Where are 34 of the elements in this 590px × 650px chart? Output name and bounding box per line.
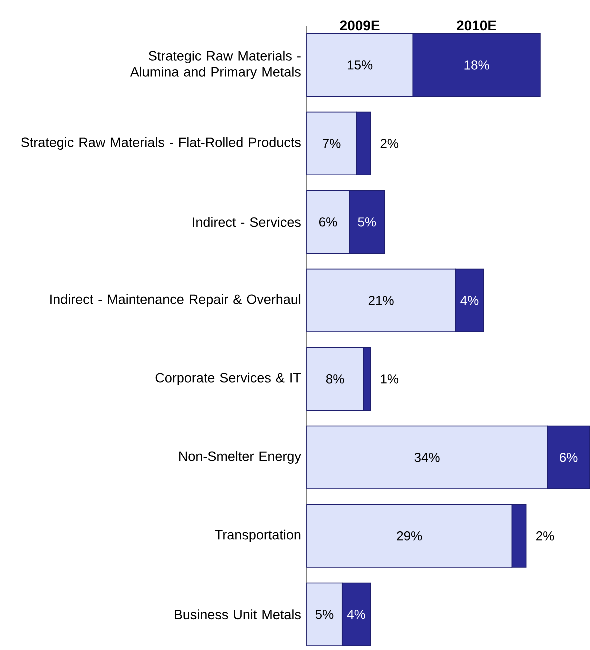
bar: [512, 504, 527, 568]
data-label: 4%: [347, 610, 366, 620]
data-label: 6%: [319, 218, 338, 227]
series-label: 2010E: [457, 20, 496, 31]
y-tick-label: Strategic Raw Materials - Alumina and Primary Metals: [130, 50, 301, 80]
data-label: 5%: [358, 218, 376, 227]
bar: [349, 190, 386, 254]
y-tick-label: Business Unit Metals: [175, 610, 301, 620]
data-label: 1%: [381, 374, 399, 384]
y-tick-label: Strategic Raw Materials - Flat-Rolled Products: [21, 137, 301, 150]
data-label: 34%: [414, 453, 440, 462]
data-label: 4%: [460, 296, 479, 306]
data-label: 18%: [464, 60, 490, 70]
data-label: 21%: [368, 296, 394, 306]
y-tick-label: Indirect - Services: [193, 217, 301, 228]
data-label: 2%: [536, 532, 554, 541]
y-tick-label: Non-Smelter Energy: [180, 451, 302, 464]
bar: [547, 426, 590, 490]
y-tick-label: Transportation: [215, 530, 301, 542]
bar: [356, 112, 372, 176]
data-label: 8%: [326, 374, 344, 384]
y-tick-label: Indirect - Maintenance Repair & Overhaul: [50, 294, 301, 307]
data-label: 7%: [323, 139, 341, 148]
data-label: 29%: [397, 532, 422, 541]
series-label: 2009E: [340, 20, 380, 31]
bar: [342, 582, 372, 646]
data-label: 15%: [348, 60, 373, 70]
bar: [455, 268, 484, 332]
bar: [363, 347, 372, 411]
data-label: 2%: [380, 139, 399, 148]
bar: [412, 33, 541, 98]
data-label: 6%: [560, 453, 578, 462]
data-label: 5%: [316, 610, 334, 620]
y-tick-label: Corporate Services & IT: [156, 372, 302, 386]
